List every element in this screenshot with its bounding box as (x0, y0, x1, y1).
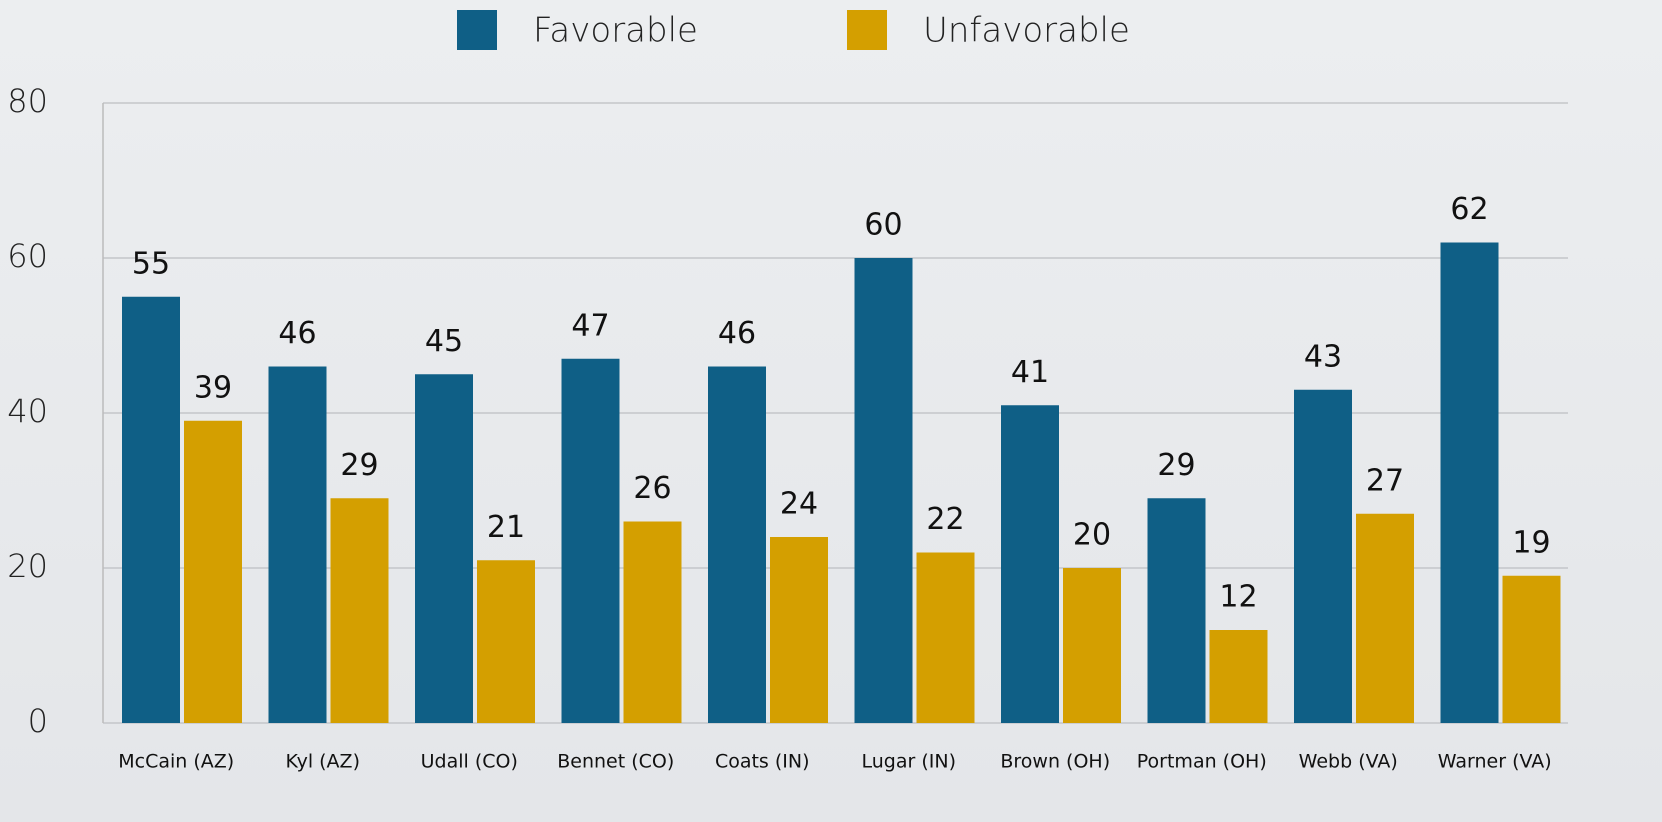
value-label: 22 (926, 502, 964, 537)
bar (916, 552, 975, 723)
value-label: 46 (718, 316, 756, 351)
y-tick-label: 60 (7, 237, 48, 275)
value-label: 29 (1157, 448, 1195, 483)
value-label: 29 (340, 448, 378, 483)
bar (1063, 568, 1121, 723)
bar (770, 537, 828, 723)
x-tick-label: Webb (VA) (1299, 751, 1398, 773)
bar (415, 374, 473, 723)
x-tick-label: Coats (IN) (715, 751, 810, 773)
value-label: 47 (571, 308, 609, 343)
bar (1356, 513, 1414, 723)
bar (708, 366, 766, 723)
x-tick-label: Lugar (IN) (862, 751, 957, 773)
value-label: 55 (132, 246, 170, 281)
bar (623, 521, 682, 723)
x-tick-label: Udall (CO) (421, 751, 518, 773)
x-tick-label: Brown (OH) (1000, 751, 1110, 773)
value-label: 39 (194, 370, 232, 405)
bar (1147, 498, 1206, 723)
bar (1440, 242, 1499, 723)
value-label: 45 (425, 324, 463, 359)
bar (268, 366, 327, 723)
value-label: 24 (780, 487, 818, 522)
x-tick-label: Kyl (AZ) (286, 751, 360, 773)
x-tick-label: McCain (AZ) (118, 751, 234, 773)
value-label: 46 (278, 316, 316, 351)
legend-swatch (847, 10, 887, 50)
bar (1502, 575, 1561, 723)
value-label: 60 (864, 208, 902, 243)
bar (854, 258, 913, 723)
x-tick-label: Warner (VA) (1438, 751, 1552, 773)
legend-label: Favorable (533, 11, 698, 51)
y-tick-label: 40 (7, 392, 48, 430)
legend-swatch (457, 10, 497, 50)
bar (561, 358, 620, 723)
bar (184, 420, 242, 723)
y-tick-label: 80 (7, 82, 48, 120)
bar (1001, 405, 1059, 723)
value-label: 26 (633, 471, 671, 506)
bar (1209, 630, 1268, 723)
y-tick-label: 0 (28, 702, 48, 740)
value-label: 62 (1450, 192, 1488, 227)
bar (122, 296, 180, 723)
y-tick-label: 20 (7, 547, 48, 585)
bar (1294, 389, 1352, 723)
value-label: 21 (487, 510, 525, 545)
value-label: 20 (1073, 518, 1111, 553)
x-tick-label: Bennet (CO) (557, 751, 674, 773)
value-label: 27 (1366, 463, 1404, 498)
legend-label: Unfavorable (923, 11, 1130, 51)
bar (477, 560, 535, 723)
bar (330, 498, 389, 723)
value-label: 19 (1512, 525, 1550, 560)
value-label: 12 (1219, 580, 1257, 615)
value-label: 41 (1011, 355, 1049, 390)
x-tick-label: Portman (OH) (1137, 751, 1267, 773)
value-label: 43 (1304, 339, 1342, 374)
